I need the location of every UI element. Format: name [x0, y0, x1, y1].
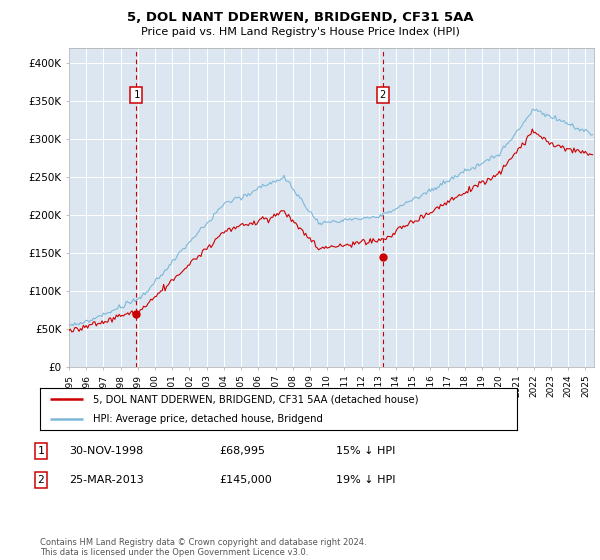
Text: Price paid vs. HM Land Registry's House Price Index (HPI): Price paid vs. HM Land Registry's House …: [140, 27, 460, 37]
Text: 1: 1: [133, 90, 140, 100]
Text: £145,000: £145,000: [219, 475, 272, 485]
Text: Contains HM Land Registry data © Crown copyright and database right 2024.
This d: Contains HM Land Registry data © Crown c…: [40, 538, 367, 557]
Text: 5, DOL NANT DDERWEN, BRIDGEND, CF31 5AA: 5, DOL NANT DDERWEN, BRIDGEND, CF31 5AA: [127, 11, 473, 24]
Text: 5, DOL NANT DDERWEN, BRIDGEND, CF31 5AA (detached house): 5, DOL NANT DDERWEN, BRIDGEND, CF31 5AA …: [92, 394, 418, 404]
Text: 15% ↓ HPI: 15% ↓ HPI: [336, 446, 395, 456]
Text: 1: 1: [37, 446, 44, 456]
Text: £68,995: £68,995: [219, 446, 265, 456]
Text: 25-MAR-2013: 25-MAR-2013: [69, 475, 144, 485]
Text: 30-NOV-1998: 30-NOV-1998: [69, 446, 143, 456]
Text: HPI: Average price, detached house, Bridgend: HPI: Average price, detached house, Brid…: [92, 414, 323, 424]
Text: 19% ↓ HPI: 19% ↓ HPI: [336, 475, 395, 485]
Text: 2: 2: [37, 475, 44, 485]
Text: 2: 2: [380, 90, 386, 100]
